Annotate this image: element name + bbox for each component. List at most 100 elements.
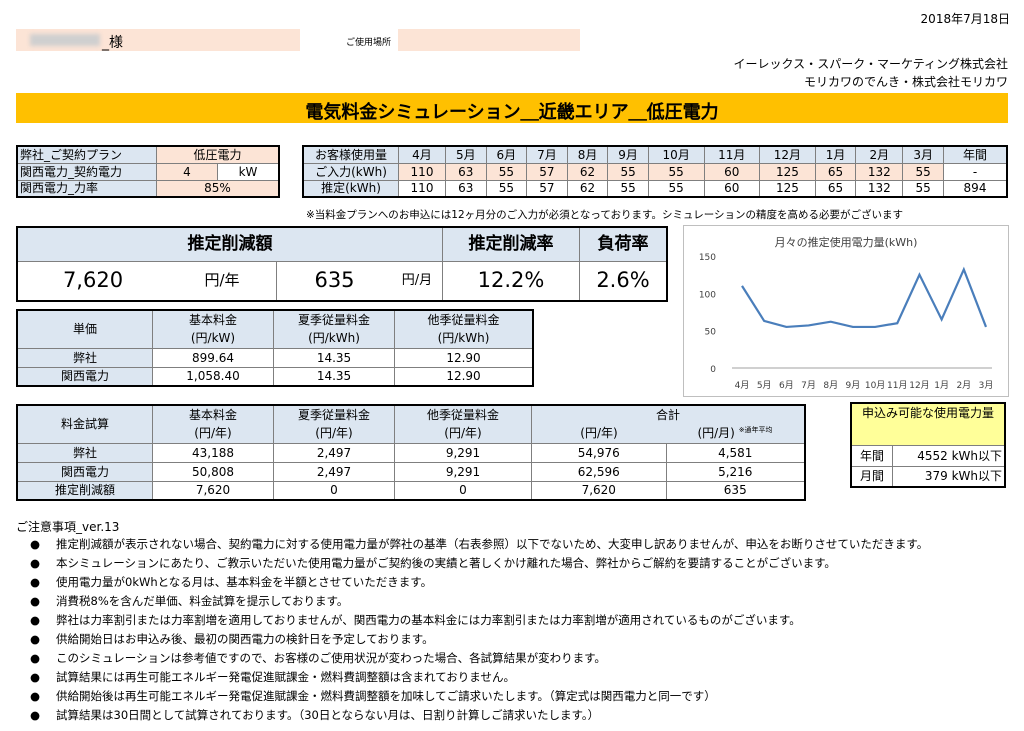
usage-header-cell: お客様使用量: [302, 145, 399, 164]
capacity-value: 379 kWh以下: [892, 465, 1006, 488]
yearly-reduction-value: 7,620: [16, 260, 168, 302]
chart-y-tick-label: 50: [705, 328, 717, 338]
row-label: 推定削減額: [16, 480, 153, 501]
chart-x-tick-label: 4月: [735, 380, 750, 391]
row-label: 弊社: [16, 442, 153, 463]
capacity-value: 4552 kWh以下: [892, 444, 1006, 467]
usage-header-cell: 8月: [566, 145, 609, 164]
usage-estimate-cell: 55: [902, 179, 944, 198]
chart-x-tick-label: 1月: [934, 380, 949, 391]
note-item: ● 試算結果は30日間として試算されております。（30日とならない月は、日割り計算…: [30, 708, 600, 722]
company-name-1: イーレックス・スパーク・マーケティング株式会社: [733, 57, 1008, 71]
table-cell: 0: [273, 480, 395, 501]
usage-input-label: ご入力(kWh): [302, 162, 399, 181]
usage-estimate-cell: 62: [566, 179, 609, 198]
reduction-rate-value: 12.2%: [442, 260, 580, 302]
usage-estimate-cell: 60: [703, 179, 761, 198]
usage-input-cell[interactable]: 55: [647, 162, 705, 181]
usage-header-cell: 12月: [759, 145, 816, 164]
table-cell: 4,581: [665, 442, 806, 463]
load-label: 負荷率: [579, 226, 668, 262]
summary-table: 推定削減額 推定削減率 負荷率 7,620 円/年 635 円/月 12.2% …: [16, 226, 668, 302]
unit-price-header: 基本料金: [152, 309, 274, 329]
row-label: 関西電力: [16, 366, 153, 387]
page-title: 電気料金シミュレーション＿近畿エリア＿低圧電力: [305, 102, 719, 123]
trial-unit-monthly: (円/月) ※通年平均: [666, 424, 806, 444]
usage-location-field: [398, 29, 580, 51]
plan-label: 弊社_ご契約プラン: [16, 145, 157, 164]
chart-y-tick-label: 100: [699, 290, 716, 300]
row-label: 弊社: [16, 347, 153, 368]
trial-unit: (円/年): [394, 424, 532, 444]
usage-input-total: -: [943, 162, 1008, 181]
note-item: ● 推定削減額が表示されない場合、契約電力に対する使用電力量が弊社の基準（右表参照…: [30, 537, 929, 551]
table-row: 関西電力 50,808 2,497 9,291 62,596 5,216: [16, 461, 806, 482]
contract-power-label: 関西電力_契約電力: [16, 162, 157, 181]
unit-price-title: 単価: [16, 309, 153, 349]
usage-input-cell[interactable]: 125: [759, 162, 816, 181]
chart-x-tick-label: 2月: [956, 380, 971, 391]
usage-header-cell: 5月: [445, 145, 487, 164]
table-cell: 14.35: [273, 347, 395, 368]
usage-input-cell[interactable]: 110: [398, 162, 446, 181]
usage-input-cell[interactable]: 55: [607, 162, 649, 181]
trial-header: 夏季従量料金: [273, 404, 395, 424]
notes-title: ご注意事項_ver.13: [16, 520, 120, 534]
power-factor-label: 関西電力_力率: [16, 179, 157, 198]
unit-price-table: 単価 基本料金 夏季従量料金 他季従量料金 (円/kW) (円/kWh) (円/…: [16, 309, 534, 387]
usage-input-cell[interactable]: 63: [445, 162, 487, 181]
chart-x-tick-label: 5月: [757, 380, 772, 391]
plan-value: 低圧電力: [156, 145, 280, 164]
usage-chart: 月々の推定使用電力量(kWh) 0 50 100 150 4月 5月 6月 7月 8月 9月 10…: [683, 225, 1009, 397]
table-row: 弊社 43,188 2,497 9,291 54,976 4,581: [16, 442, 806, 463]
chart-y-tick-label: 0: [710, 365, 716, 375]
title-banner: 電気料金シミュレーション＿近畿エリア＿低圧電力: [16, 93, 1008, 123]
capacity-table: 申込み可能な使用電力量 年間 4552 kWh以下 月間 379 kWh以下: [850, 402, 1006, 488]
usage-input-cell[interactable]: 55: [902, 162, 944, 181]
table-cell: 2,497: [273, 442, 395, 463]
usage-estimate-total: 894: [943, 179, 1008, 198]
usage-estimate-cell: 132: [855, 179, 904, 198]
note-item: ● 本シミュレーションにあたり、ご教示いただいた使用電力量がご契約後の実績と著しく…: [30, 556, 836, 570]
table-cell: 14.35: [273, 366, 395, 387]
contract-power-unit: kW: [217, 162, 280, 181]
usage-estimate-cell: 63: [445, 179, 487, 198]
usage-header-cell: 6月: [485, 145, 528, 164]
table-row: 関西電力 1,058.40 14.35 12.90: [16, 366, 534, 387]
usage-estimate-row: 推定(kWh) 110 63 55 57 62 55 55 60 125 65 …: [302, 179, 1008, 198]
plan-table: 弊社_ご契約プラン 低圧電力 関西電力_契約電力 4 kW 関西電力_力率 85…: [16, 145, 280, 198]
usage-input-cell[interactable]: 60: [703, 162, 761, 181]
table-cell: 5,216: [665, 461, 806, 482]
table-cell: 12.90: [394, 347, 534, 368]
usage-header-cell: 11月: [703, 145, 761, 164]
table-row: 弊社 899.64 14.35 12.90: [16, 347, 534, 368]
chart-series-line: [741, 266, 988, 329]
chart-title: 月々の推定使用電力量(kWh): [774, 236, 918, 249]
chart-x-tick-label: 11月: [887, 380, 907, 391]
trial-unit: (円/年): [531, 424, 666, 444]
usage-input-cell[interactable]: 62: [566, 162, 609, 181]
table-cell: 9,291: [394, 461, 532, 482]
note-item: ● 供給開始後は再生可能エネルギー発電促進賦課金・燃料費調整額を加味してご請求いた…: [30, 689, 716, 703]
trial-header: 他季従量料金: [394, 404, 532, 424]
trial-title: 料金試算: [16, 404, 153, 444]
note-item: ● 使用電力量が0kWhとなる月は、基本料金を半額とさせていただきます。: [30, 575, 433, 589]
date: 2018年7月18日: [920, 12, 1010, 26]
usage-estimate-cell: 57: [526, 179, 568, 198]
usage-input-cell[interactable]: 55: [485, 162, 528, 181]
avg-note: ※通年平均: [738, 426, 773, 435]
monthly-reduction-unit: 円/月: [392, 260, 443, 302]
row-label: 関西電力: [16, 461, 153, 482]
usage-header-cell: 2月: [855, 145, 904, 164]
yearly-reduction-unit: 円/年: [168, 260, 277, 302]
usage-input-cell[interactable]: 132: [855, 162, 904, 181]
chart-x-tick-label: 10月: [865, 380, 885, 391]
capacity-title: 申込み可能な使用電力量: [850, 402, 1006, 446]
usage-input-cell[interactable]: 57: [526, 162, 568, 181]
usage-estimate-cell: 55: [647, 179, 705, 198]
usage-note: ※当料金プランへのお申込には12ヶ月分のご入力が必須となっております。シミュレー…: [306, 209, 904, 221]
capacity-label: 月間: [850, 465, 893, 488]
table-cell: 12.90: [394, 366, 534, 387]
usage-input-cell[interactable]: 65: [814, 162, 857, 181]
chart-y-tick-label: 150: [699, 253, 716, 263]
